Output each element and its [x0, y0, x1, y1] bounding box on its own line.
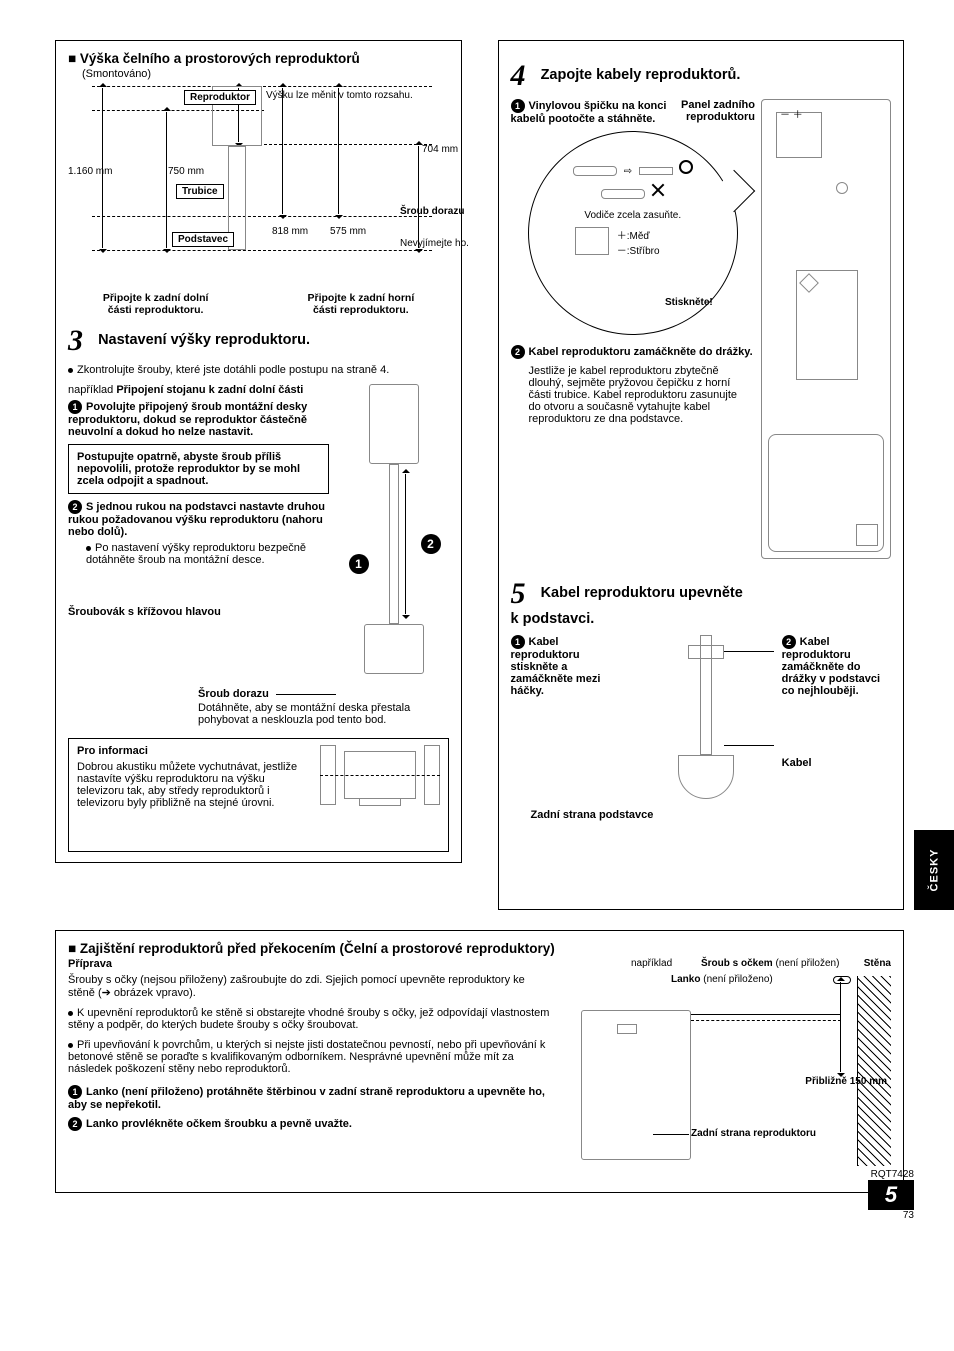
intro-text: Šrouby s očky (nejsou přiloženy) zašroub… [68, 974, 551, 999]
dim-575: 575 mm [330, 226, 366, 237]
b2: Při upevňování k povrchům, u kterých si … [68, 1039, 545, 1075]
tv-figure [320, 745, 440, 845]
dim-750: 750 mm [168, 166, 204, 177]
secure-figure: například Šroub s očkem (není přiložen) … [571, 958, 891, 1178]
step3-check: Zkontrolujte šrouby, které jste dotáhli … [77, 364, 389, 376]
cap-left: Připojte k zadní dolníčásti reproduktoru… [68, 292, 243, 316]
s3-p1: Povolujte připojený šroub montážní desky… [68, 401, 307, 438]
tag-stand: Podstavec [172, 232, 234, 247]
step3-eg: například Připojení stojanu k zadní doln… [68, 384, 329, 396]
dim-1160: 1.160 mm [68, 166, 112, 177]
s5-caption: Zadní strana podstavce [531, 809, 892, 821]
s4-p2-text: Jestliže je kabel reproduktoru zbytečně … [529, 365, 749, 425]
stop-note: Nevyjímejte ho. [400, 238, 456, 249]
rear-panel-figure: － ＋ [761, 99, 891, 559]
s3-warn: Postupujte opatrně, abyste šroub příliš … [68, 444, 329, 494]
info-text: Dobrou akustiku můžete vychutnávat, jest… [77, 761, 310, 809]
n1: Lanko (není přiloženo) protáhněte štěrbi… [68, 1086, 545, 1111]
step4-title: Zapojte kabely reproduktorů. [541, 67, 741, 83]
cap-right: Připojte k zadní horníčásti reproduktoru… [273, 292, 448, 316]
tag-speaker: Reproduktor [184, 90, 256, 105]
press-label: Stiskněte! [665, 297, 713, 308]
s4-p1: Vinylovou špičku na konci kabelů pootočt… [511, 100, 667, 125]
s5-p2: Kabel reproduktoru zamáčkněte do drážky … [782, 636, 880, 697]
doc-code: RQT7428 [868, 1169, 914, 1180]
tag-stop: Šroub dorazu [400, 206, 456, 217]
step4-num: 4 [511, 59, 526, 92]
n2: Lanko provlékněte očkem šroubku a pevně … [86, 1118, 352, 1130]
step5-num: 5 [511, 577, 526, 610]
connection-detail: ⇨ Vodiče zcela zasuňte. ＋:Měď [528, 131, 738, 335]
page-footer: RQT7428 5 73 [868, 1169, 914, 1221]
tag-tube: Trubice [176, 184, 224, 199]
dim-818: 818 mm [272, 226, 308, 237]
step3-title: Nastavení výšky reproduktoru. [98, 332, 310, 348]
height-diagram: Reproduktor Výšku lze měnit v tomto rozs… [68, 86, 448, 286]
dim-704: 704 mm [422, 144, 458, 155]
assembled-note: (Smontováno) [82, 68, 449, 80]
range-note: Výšku lze měnit v tomto rozsahu. [266, 90, 413, 101]
stopper-label: Šroub dorazu [198, 688, 269, 700]
left-upper-frame: ■ Výška čelního a prostorových reprodukt… [55, 40, 462, 863]
step3-figure: 1 2 [339, 384, 449, 684]
page-number-large: 5 [868, 1180, 914, 1210]
step5-title: Kabel reproduktoru upevněte k podstavci. [511, 585, 743, 627]
height-heading: ■ Výška čelního a prostorových reprodukt… [68, 51, 449, 66]
right-frame: 4 Zapojte kabely reproduktorů. 1Vinylovo… [498, 40, 905, 910]
page-number-small: 73 [868, 1210, 914, 1221]
screwdriver-label: Šroubovák s křížovou hlavou [68, 606, 329, 618]
step3-num: 3 [68, 324, 83, 357]
s3-p2: S jednou rukou na podstavci nastavte dru… [68, 501, 325, 538]
s3-p2b: Po nastavení výšky reproduktoru bezpečně… [86, 542, 306, 566]
language-tab: ČESKY [914, 830, 954, 910]
panel-label: Panel zadníhoreproduktoru [681, 99, 755, 123]
s4-p2: Kabel reproduktoru zamáčkněte do drážky. [529, 346, 753, 358]
prep-label: Příprava [68, 958, 551, 970]
bottom-frame: ■ Zajištění reproduktorů před překocením… [55, 930, 904, 1193]
cable-label: Kabel [782, 757, 891, 769]
info-head: Pro informaci [77, 745, 310, 757]
b1: K upevnění reproduktorů ke stěně si obst… [68, 1007, 549, 1031]
ok-icon [679, 160, 693, 174]
step5-figure [628, 635, 774, 805]
secure-heading: ■ Zajištění reproduktorů před překocením… [68, 941, 891, 956]
insert-text: Vodiče zcela zasuňte. [529, 210, 737, 221]
no-icon [651, 183, 665, 197]
stopper-text: Dotáhněte, aby se montážní deska přestal… [198, 702, 449, 726]
